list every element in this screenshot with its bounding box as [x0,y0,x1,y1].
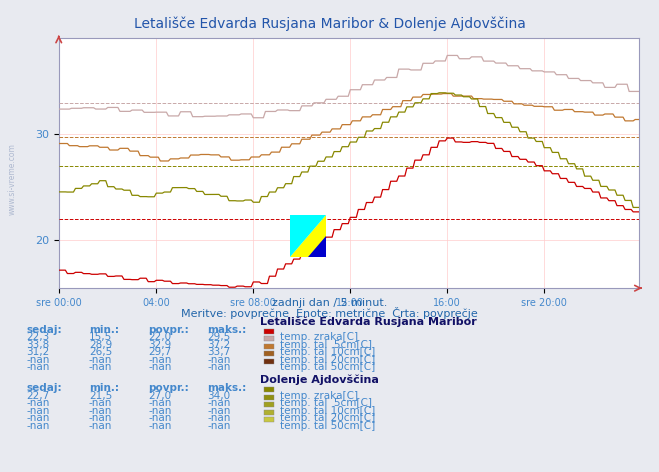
Text: temp. zraka[C]: temp. zraka[C] [280,332,358,342]
Text: -nan: -nan [148,413,171,423]
Text: temp. tal 20cm[C]: temp. tal 20cm[C] [280,355,376,365]
Text: povpr.:: povpr.: [148,383,189,393]
Text: 31,2: 31,2 [26,347,49,357]
Text: -nan: -nan [148,398,171,408]
Text: -nan: -nan [26,413,49,423]
Text: 37,2: 37,2 [208,340,231,350]
Text: -nan: -nan [208,421,231,431]
Text: maks.:: maks.: [208,383,247,393]
Text: -nan: -nan [89,421,112,431]
Text: temp. tal 50cm[C]: temp. tal 50cm[C] [280,421,376,431]
Text: 22,0: 22,0 [148,332,171,342]
Text: -nan: -nan [148,406,171,416]
Text: maks.:: maks.: [208,325,247,335]
Text: 27,0: 27,0 [148,391,171,401]
Text: -nan: -nan [89,406,112,416]
Polygon shape [290,215,326,257]
Text: 21,5: 21,5 [89,391,112,401]
Text: Letališče Edvarda Rusjana Maribor: Letališče Edvarda Rusjana Maribor [260,316,477,327]
Text: 34,0: 34,0 [208,391,231,401]
Text: 33,8: 33,8 [26,340,49,350]
Text: 22,7: 22,7 [26,391,49,401]
Text: -nan: -nan [26,406,49,416]
Text: temp. zraka[C]: temp. zraka[C] [280,391,358,401]
Text: -nan: -nan [89,398,112,408]
Text: temp. tal 10cm[C]: temp. tal 10cm[C] [280,347,376,357]
Polygon shape [290,215,326,257]
Text: 15,5: 15,5 [89,332,112,342]
Text: -nan: -nan [26,355,49,365]
Text: sedaj:: sedaj: [26,325,62,335]
Text: 28,9: 28,9 [89,340,112,350]
Text: 32,9: 32,9 [148,340,171,350]
Text: -nan: -nan [26,421,49,431]
Text: sedaj:: sedaj: [26,383,62,393]
Text: -nan: -nan [89,413,112,423]
Text: -nan: -nan [26,398,49,408]
Text: zadnji dan / 5 minut.: zadnji dan / 5 minut. [272,298,387,308]
Text: www.si-vreme.com: www.si-vreme.com [8,143,17,215]
Text: temp. tal 10cm[C]: temp. tal 10cm[C] [280,406,376,416]
Text: -nan: -nan [208,406,231,416]
Text: -nan: -nan [26,362,49,372]
Text: temp. tal 50cm[C]: temp. tal 50cm[C] [280,362,376,372]
Text: min.:: min.: [89,325,119,335]
Text: -nan: -nan [148,355,171,365]
Text: -nan: -nan [148,421,171,431]
Polygon shape [308,236,326,257]
Text: -nan: -nan [208,398,231,408]
Text: -nan: -nan [89,355,112,365]
Text: 29,7: 29,7 [148,347,171,357]
Text: temp. tal 20cm[C]: temp. tal 20cm[C] [280,413,376,423]
Text: 33,7: 33,7 [208,347,231,357]
Text: min.:: min.: [89,383,119,393]
Text: povpr.:: povpr.: [148,325,189,335]
Text: 29,5: 29,5 [208,332,231,342]
Text: Meritve: povprečne  Enote: metrične  Črta: povprečje: Meritve: povprečne Enote: metrične Črta:… [181,307,478,319]
Text: Dolenje Ajdovščina: Dolenje Ajdovščina [260,375,379,385]
Text: -nan: -nan [148,362,171,372]
Text: -nan: -nan [89,362,112,372]
Text: -nan: -nan [208,413,231,423]
Text: Letališče Edvarda Rusjana Maribor & Dolenje Ajdovščina: Letališče Edvarda Rusjana Maribor & Dole… [134,17,525,31]
Text: -nan: -nan [208,362,231,372]
Text: temp. tal  5cm[C]: temp. tal 5cm[C] [280,398,372,408]
Text: -nan: -nan [208,355,231,365]
Text: temp. tal  5cm[C]: temp. tal 5cm[C] [280,340,372,350]
Text: 22,3: 22,3 [26,332,49,342]
Text: 26,5: 26,5 [89,347,112,357]
